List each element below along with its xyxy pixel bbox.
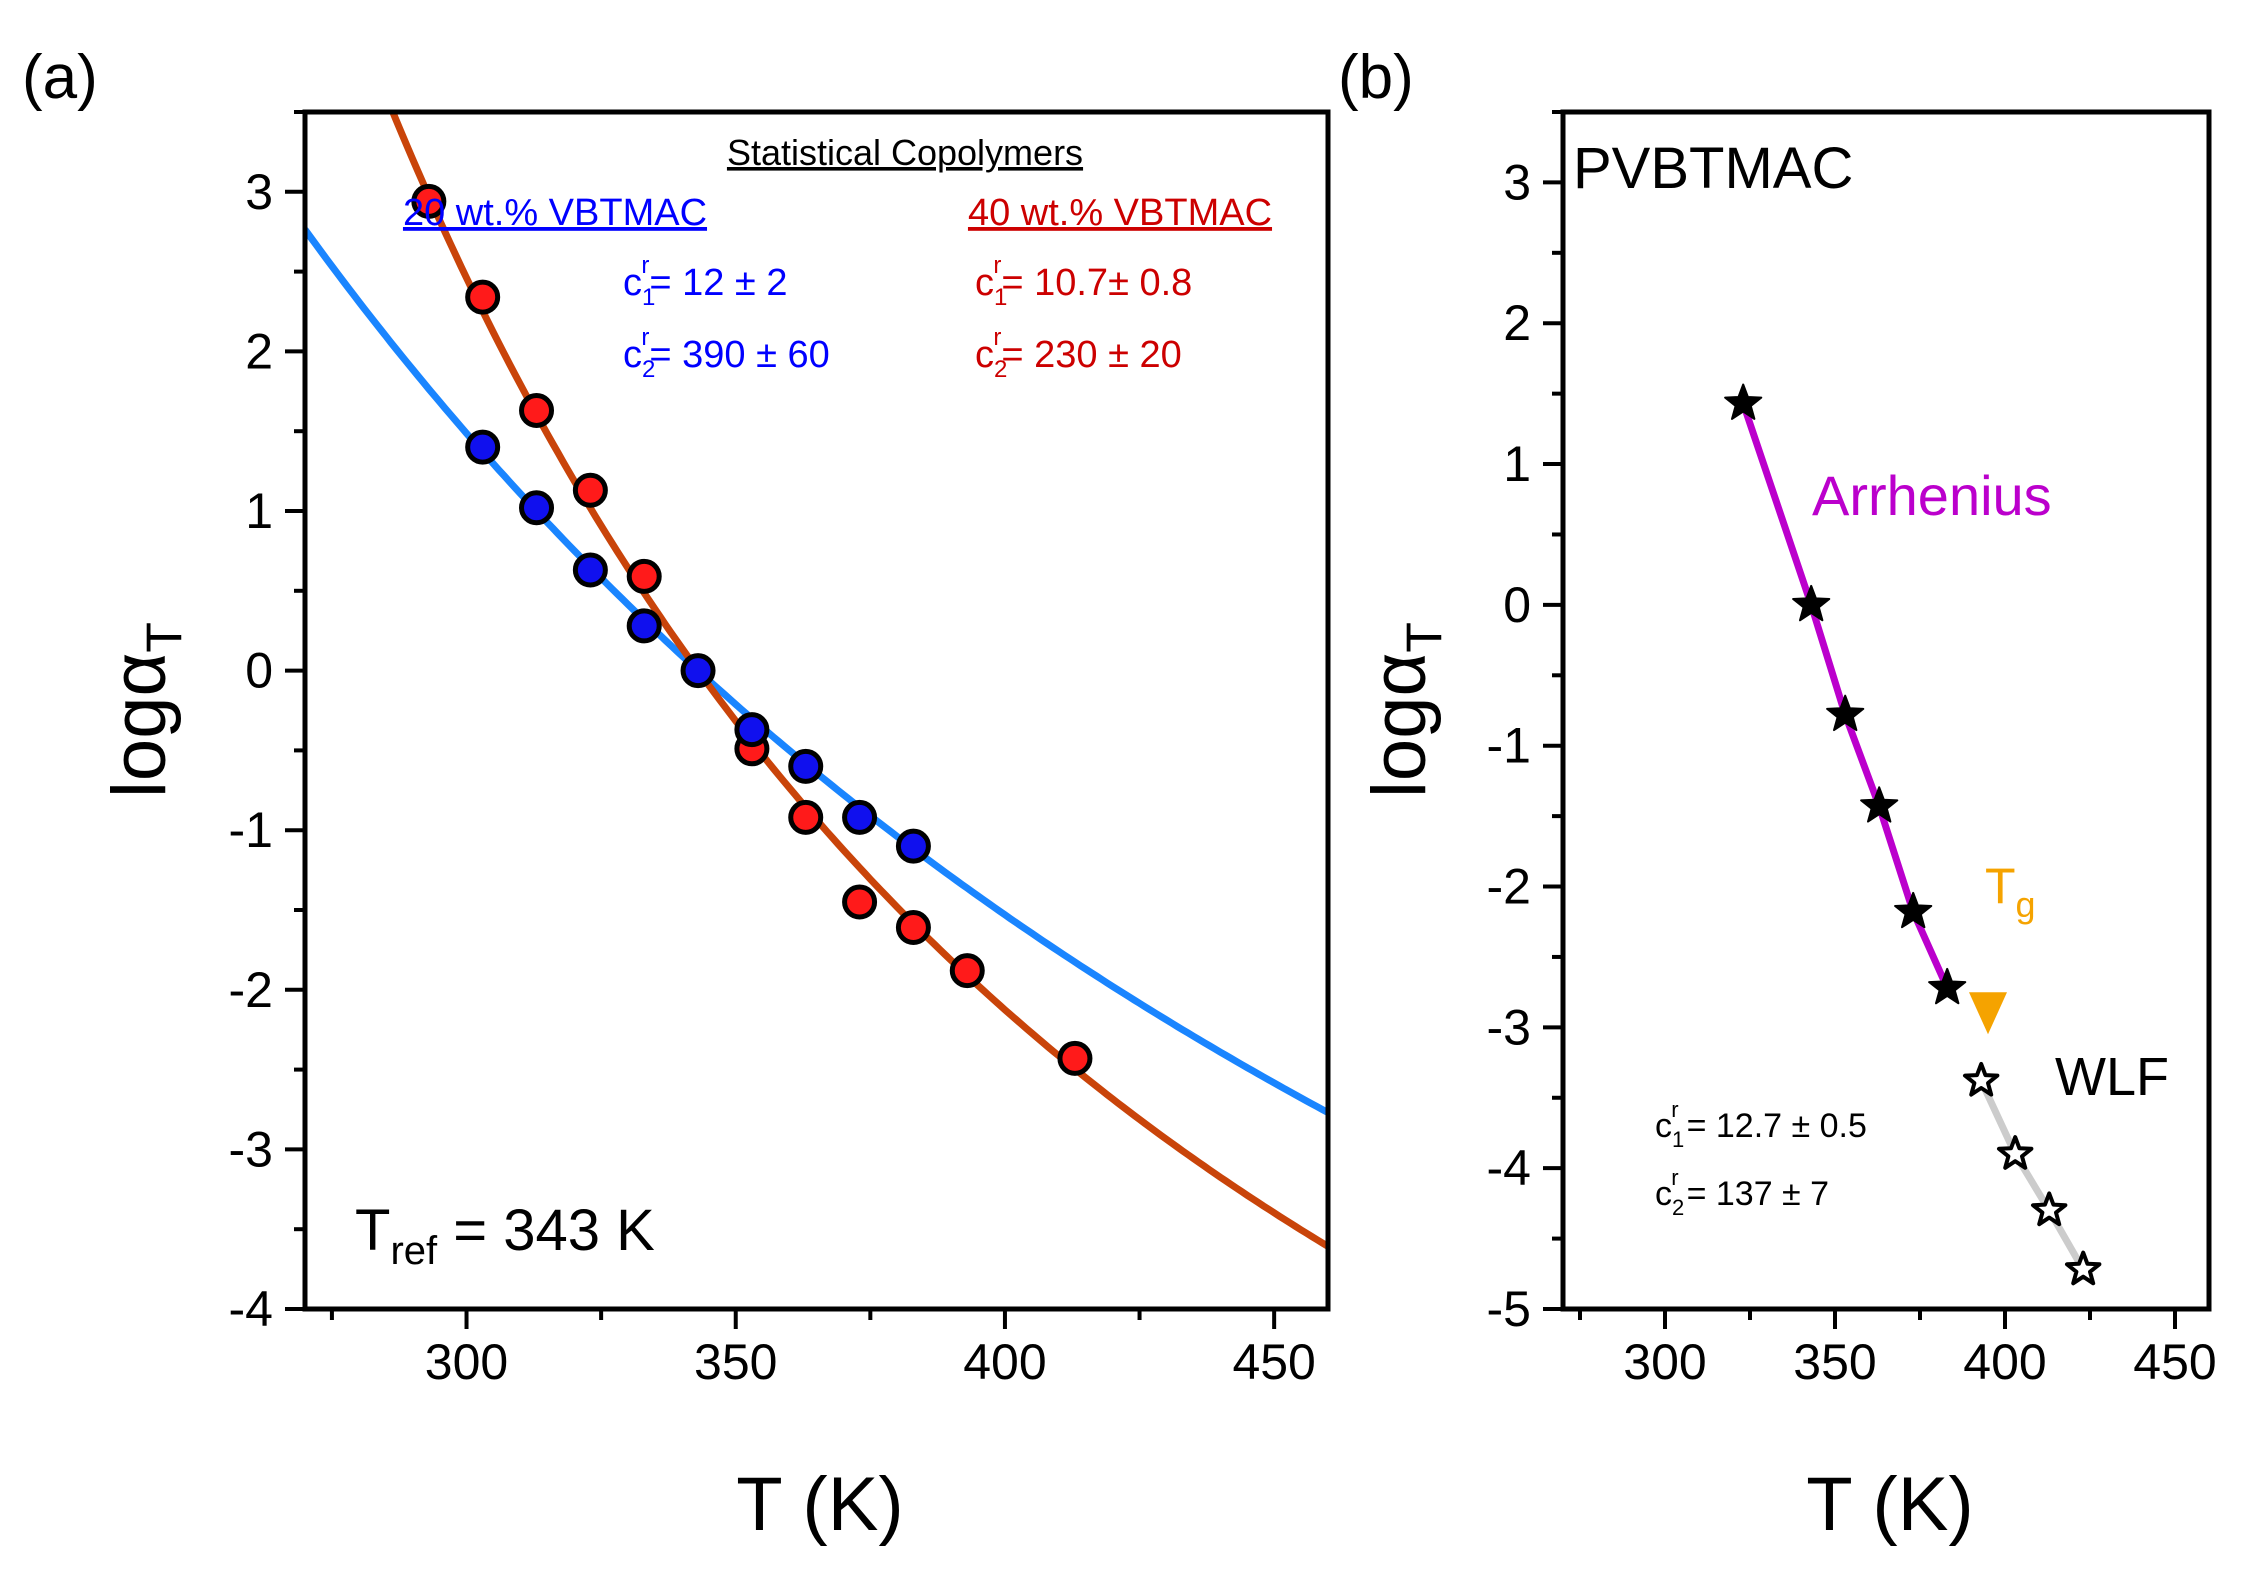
panel-a-y-tick-label-1: 1 xyxy=(245,483,273,539)
panel-a-y-tick-label-2: 2 xyxy=(245,323,273,379)
panel-a-data-points xyxy=(411,183,1093,1076)
legend-40wt-label: 40 wt.% VBTMAC xyxy=(968,192,1272,234)
panel-b-y-axis: -5 -4 -3 -2 -1 0 1 2 3 xyxy=(1487,110,1563,1337)
panel-b-tg-marker xyxy=(1969,992,2007,1035)
sample-label: PVBTMAC xyxy=(1573,136,1853,201)
param-20wt-c1: c1r= 12 ± 2 xyxy=(623,252,787,311)
point-20wt-323 xyxy=(572,552,608,588)
point-20wt-313 xyxy=(519,490,555,526)
panel-b-y-tick-label--2: -2 xyxy=(1487,859,1531,915)
wlf-label: WLF xyxy=(2055,1047,2169,1107)
panel-a-y-tick-label--2: -2 xyxy=(229,962,273,1018)
panel-a-x-tick-label-450: 450 xyxy=(1232,1334,1315,1390)
arrhenius-point-363 xyxy=(1860,786,1899,823)
point-20wt-303 xyxy=(465,429,501,465)
point-20wt-363 xyxy=(788,748,824,784)
point-40wt-383 xyxy=(895,910,931,946)
panel-b-x-tick-label-400: 400 xyxy=(1963,1334,2046,1390)
panel-a-legend-title: Statistical Copolymers xyxy=(727,132,1083,173)
panel-a-x-axis: 300 350 400 450 xyxy=(329,1309,1316,1390)
arrhenius-point-373 xyxy=(1894,891,1933,929)
point-20wt-333 xyxy=(626,608,662,644)
arrhenius-point-323 xyxy=(1724,383,1763,420)
wlf-point-423 xyxy=(2065,1250,2102,1286)
point-40wt-363 xyxy=(788,799,824,835)
point-20wt-353 xyxy=(734,712,770,748)
point-20wt-343 xyxy=(680,653,716,689)
wlf-point-403 xyxy=(1997,1135,2034,1170)
panel-a-fit-curves xyxy=(305,112,1328,1250)
panel-b-label: (b) xyxy=(1338,43,1414,112)
panel-b-x-tick-label-300: 300 xyxy=(1623,1334,1706,1390)
panel-a-y-tick-label--3: -3 xyxy=(229,1121,273,1177)
point-40wt-313 xyxy=(519,392,555,428)
wlf-point-393 xyxy=(1963,1061,2000,1097)
arrhenius-label: Arrhenius xyxy=(1812,464,2052,527)
panel-b-x-tick-label-350: 350 xyxy=(1793,1334,1876,1390)
point-40wt-323 xyxy=(572,472,608,508)
arrhenius-point-343 xyxy=(1792,584,1831,622)
panel-b-data-points xyxy=(1724,383,2102,1286)
tg-label: Tg xyxy=(1985,858,2036,925)
panel-b-plot-frame xyxy=(1560,109,2212,1312)
panel-a-x-tick-label-300: 300 xyxy=(425,1334,508,1390)
panel-b-y-tick-label-1: 1 xyxy=(1503,436,1531,492)
panel-a-x-tick-label-400: 400 xyxy=(963,1334,1046,1390)
panel-b-x-tick-label-450: 450 xyxy=(2133,1334,2216,1390)
fit-curve-40wt xyxy=(389,112,1328,1250)
panel-a-x-tick-label-350: 350 xyxy=(694,1334,777,1390)
panel-b-y-tick-label--5: -5 xyxy=(1487,1281,1531,1337)
panel-b-y-tick-label-2: 2 xyxy=(1503,295,1531,351)
param-40wt-c1: c1r= 10.7± 0.8 xyxy=(975,252,1192,311)
arrhenius-point-383 xyxy=(1928,967,1967,1005)
panel-a-y-tick-label-3: 3 xyxy=(245,164,273,220)
panel-b-y-tick-label--1: -1 xyxy=(1487,718,1531,774)
point-40wt-293 xyxy=(411,183,447,219)
param-20wt-c2: c2r= 390 ± 60 xyxy=(623,324,830,383)
panel-a-y-tick-label--1: -1 xyxy=(229,802,273,858)
point-40wt-303 xyxy=(465,279,501,315)
point-40wt-413 xyxy=(1057,1040,1093,1076)
param-pvbtmac-c2: c2r = 137 ± 7 xyxy=(1655,1165,1829,1220)
point-20wt-383 xyxy=(895,828,931,864)
wlf-point-413 xyxy=(2031,1191,2068,1227)
panel-a-y-tick-label-0: 0 xyxy=(245,643,273,699)
point-40wt-333 xyxy=(626,558,662,594)
panel-a-y-tick-label--4: -4 xyxy=(229,1281,273,1337)
panel-b-y-tick-label--3: -3 xyxy=(1487,999,1531,1055)
panel-a-label: (a) xyxy=(22,43,98,112)
param-40wt-c2: c2r= 230 ± 20 xyxy=(975,324,1182,383)
arrhenius-point-353 xyxy=(1826,694,1865,732)
param-pvbtmac-c1: c1r = 12.7 ± 0.5 xyxy=(1655,1097,1867,1152)
panel-a-y-axis: -4 -3 -2 -1 0 1 2 3 xyxy=(229,110,305,1337)
point-40wt-393 xyxy=(949,953,985,989)
panel-b-y-tick-label-3: 3 xyxy=(1503,154,1531,210)
panel-b-y-tick-label-0: 0 xyxy=(1503,577,1531,633)
wlf-fit-line xyxy=(1978,1079,2087,1272)
point-40wt-373 xyxy=(842,884,878,920)
panel-b-x-axis: 300 350 400 450 xyxy=(1578,1309,2217,1390)
panel-a: (a) 300 350 400 450 -4 -3 -2 -1 0 1 2 3 Statistica… xyxy=(22,43,1331,1547)
panel-a-y-axis-label: logαT xyxy=(97,622,192,798)
panel-b-x-axis-label: T (K) xyxy=(1806,1462,1973,1547)
legend-20wt-label: 20 wt.% VBTMAC xyxy=(403,192,707,234)
panel-a-x-axis-label: T (K) xyxy=(736,1462,903,1547)
point-20wt-373 xyxy=(842,799,878,835)
tg-triangle-marker xyxy=(1969,992,2007,1035)
panel-a-plot-frame xyxy=(302,109,1331,1312)
panel-b-y-tick-label--4: -4 xyxy=(1487,1140,1531,1196)
reference-temperature: Tref = 343 K xyxy=(355,1198,655,1273)
panel-b-y-axis-label: logαT xyxy=(1357,622,1452,798)
